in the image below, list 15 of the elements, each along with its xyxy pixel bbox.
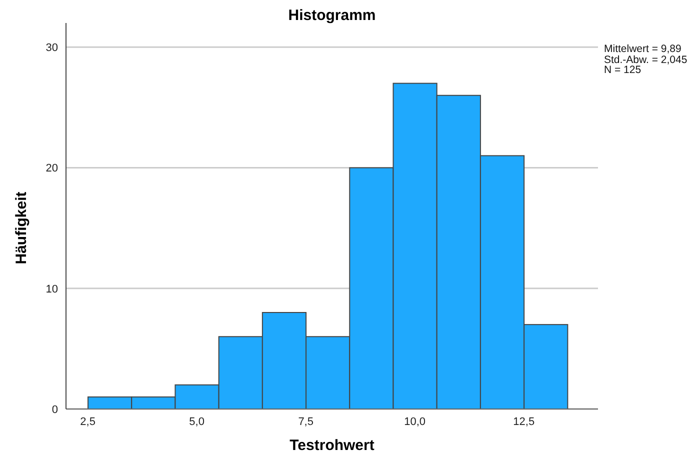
- y-tick-label: 20: [46, 162, 58, 175]
- text: Mittelwert = 9,89: [604, 43, 682, 55]
- x-tick-label: 5,0: [189, 416, 204, 428]
- x-tick-label: 12,5: [513, 416, 535, 428]
- text: N = 125: [604, 64, 642, 76]
- x-tick-label: 10,0: [404, 416, 426, 428]
- y-tick-label: 0: [52, 404, 58, 416]
- y-axis-title: Häufigkeit: [12, 190, 31, 266]
- x-tick-label: 2,5: [80, 416, 96, 428]
- text: Std.-Abw. = 2,045: [604, 54, 688, 66]
- chart-title: Histogramm: [287, 7, 377, 24]
- x-axis-title: Testrohwert: [288, 437, 376, 454]
- y-tick-label: 30: [46, 42, 58, 54]
- x-tick-label: 7,5: [298, 416, 314, 428]
- y-tick-label: 10: [46, 283, 58, 296]
